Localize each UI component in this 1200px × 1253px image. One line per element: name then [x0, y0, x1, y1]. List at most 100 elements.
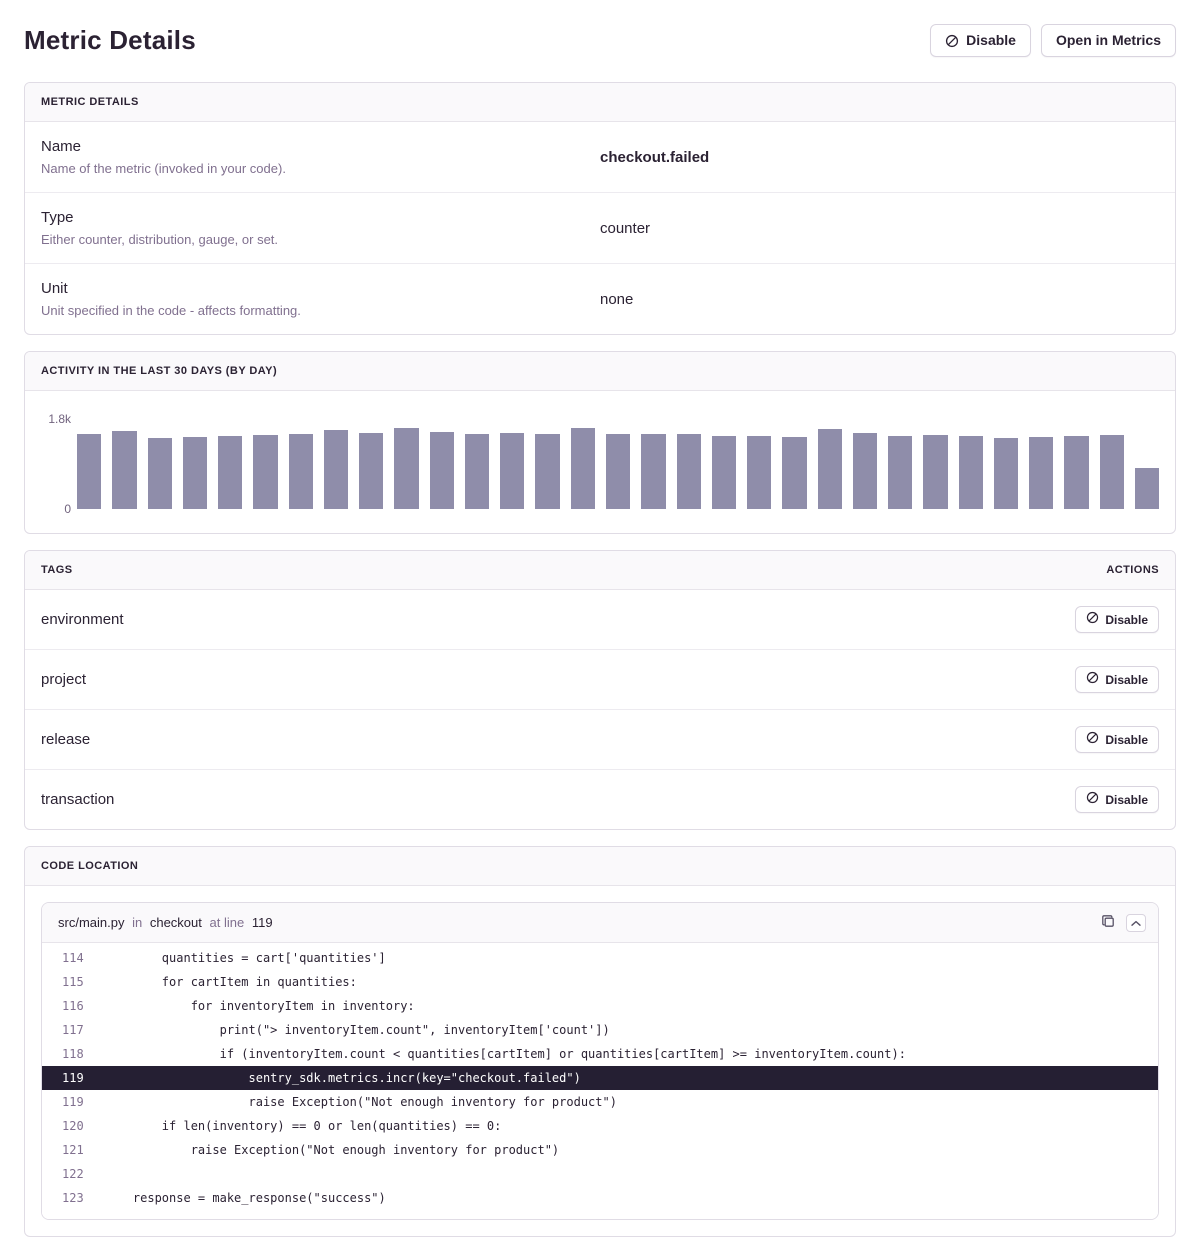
tags-actions-header: ACTIONS [1106, 564, 1159, 576]
line-code: if len(inventory) == 0 or len(quantities… [104, 1119, 502, 1133]
detail-label: Unit [41, 280, 68, 297]
line-number: 122 [62, 1167, 84, 1181]
activity-bar [359, 433, 384, 509]
activity-bar [1134, 468, 1160, 509]
activity-bar [993, 438, 1019, 509]
page-title: Metric Details [24, 25, 196, 55]
tags-panel-header: TAGS ACTIONS [25, 551, 1175, 590]
line-number: 119 [62, 1071, 84, 1085]
circle-slash-icon [1086, 791, 1099, 808]
tag-label: transaction [41, 791, 115, 808]
disable-tag-label: Disable [1105, 792, 1148, 807]
metric-detail-row: Unit Unit specified in the code - affects… [25, 264, 1175, 334]
activity-bar [1064, 436, 1089, 509]
disable-tag-label: Disable [1105, 732, 1148, 747]
disable-tag-button[interactable]: Disable [1075, 726, 1159, 753]
activity-bar [782, 437, 807, 509]
code-line: 122 [42, 1162, 1158, 1186]
activity-bar [429, 432, 454, 509]
code-line: 116 for inventoryItem in inventory: [42, 994, 1158, 1018]
code-line: 121 raise Exception("Not enough inventor… [42, 1138, 1158, 1162]
copy-button[interactable] [1098, 911, 1118, 934]
y-axis-max-label: 1.8k [48, 412, 71, 426]
header-actions: Disable Open in Metrics [930, 24, 1176, 57]
tags-panel: TAGS ACTIONS environment Disable project Di… [24, 550, 1176, 830]
activity-bar [77, 434, 102, 509]
tag-row: transaction Disable [25, 770, 1175, 829]
metric-details-rows: Name Name of the metric (invoked in your … [25, 122, 1175, 334]
tags-panel-title: TAGS [41, 564, 73, 576]
code-location-panel-header: CODE LOCATION [25, 847, 1175, 886]
line-number: 118 [62, 1047, 84, 1061]
code-line: 123 response = make_response("success") [42, 1186, 1158, 1210]
line-code: raise Exception("Not enough inventory fo… [104, 1095, 617, 1109]
code-line: 114 quantities = cart['quantities'] [42, 946, 1158, 970]
code-lines: 114 quantities = cart['quantities'] 115 f… [42, 943, 1158, 1219]
activity-panel: ACTIVITY IN THE LAST 30 DAYS (BY DAY) 1.… [24, 351, 1176, 534]
line-number: 114 [62, 951, 84, 965]
activity-bar [641, 434, 666, 509]
code-location-panel: CODE LOCATION src/main.py in checkout at… [24, 846, 1176, 1237]
tag-row: environment Disable [25, 590, 1175, 650]
code-at-line-word: at line [209, 915, 245, 930]
disable-metric-button[interactable]: Disable [930, 24, 1031, 57]
activity-bar [676, 434, 701, 509]
activity-bar [253, 435, 278, 509]
chevron-up-icon [1131, 915, 1141, 930]
line-number: 121 [62, 1143, 84, 1157]
line-code: for inventoryItem in inventory: [104, 999, 415, 1013]
detail-value: checkout.failed [600, 148, 710, 166]
disable-tag-button[interactable]: Disable [1075, 786, 1159, 813]
line-number: 116 [62, 999, 84, 1013]
activity-bar [605, 434, 631, 509]
detail-description: Either counter, distribution, gauge, or … [41, 232, 279, 247]
activity-bar [500, 433, 525, 509]
activity-bar [464, 434, 490, 509]
tag-label: release [41, 731, 91, 748]
activity-bar [852, 433, 878, 509]
tags-rows: environment Disable project Disable release D… [25, 590, 1175, 829]
activity-bar [182, 437, 208, 509]
open-in-metrics-label: Open in Metrics [1055, 32, 1161, 48]
activity-bar [218, 436, 243, 509]
disable-tag-button[interactable]: Disable [1075, 606, 1159, 633]
metric-details-panel-header: METRIC DETAILS [25, 83, 1175, 122]
y-axis-min-label: 0 [64, 502, 71, 516]
metric-details-panel: METRIC DETAILS Name Name of the metric (i… [24, 82, 1176, 335]
bar-chart-area [77, 419, 1160, 509]
detail-value: counter [600, 219, 651, 237]
line-code: raise Exception("Not enough inventory fo… [104, 1143, 560, 1157]
open-in-metrics-button[interactable]: Open in Metrics [1040, 24, 1176, 57]
activity-bar [394, 428, 419, 509]
code-snippet: src/main.py in checkout at line 119 [41, 902, 1159, 1220]
activity-bar [288, 434, 313, 509]
code-function-name: checkout [149, 915, 202, 930]
activity-panel-title: ACTIVITY IN THE LAST 30 DAYS (BY DAY) [41, 365, 278, 377]
line-number: 123 [62, 1191, 84, 1205]
code-in-word: in [132, 915, 143, 930]
code-line: 118 if (inventoryItem.count < quantities… [42, 1042, 1158, 1066]
circle-slash-icon [1086, 671, 1099, 688]
collapse-snippet-button[interactable] [1126, 913, 1146, 932]
activity-bar [147, 438, 172, 509]
detail-label: Type [41, 209, 74, 226]
line-code: response = make_response("success") [104, 1191, 386, 1205]
detail-description: Unit specified in the code - affects for… [41, 303, 301, 318]
activity-bar [958, 436, 983, 509]
activity-bar [711, 436, 737, 509]
tag-label: environment [41, 611, 124, 628]
line-number: 120 [62, 1119, 84, 1133]
code-line: 117 print("> inventoryItem.count", inven… [42, 1018, 1158, 1042]
code-line: 120 if len(inventory) == 0 or len(quanti… [42, 1114, 1158, 1138]
disable-tag-button[interactable]: Disable [1075, 666, 1159, 693]
code-file-name: src/main.py [58, 915, 125, 930]
activity-panel-header: ACTIVITY IN THE LAST 30 DAYS (BY DAY) [25, 352, 1175, 391]
detail-description: Name of the metric (invoked in your code… [41, 161, 286, 176]
circle-slash-icon [945, 34, 959, 48]
code-line: 115 for cartItem in quantities: [42, 970, 1158, 994]
metric-details-panel-title: METRIC DETAILS [41, 96, 139, 108]
activity-bar [923, 435, 948, 509]
metric-detail-row: Name Name of the metric (invoked in your … [25, 122, 1175, 193]
detail-value: none [600, 290, 634, 308]
